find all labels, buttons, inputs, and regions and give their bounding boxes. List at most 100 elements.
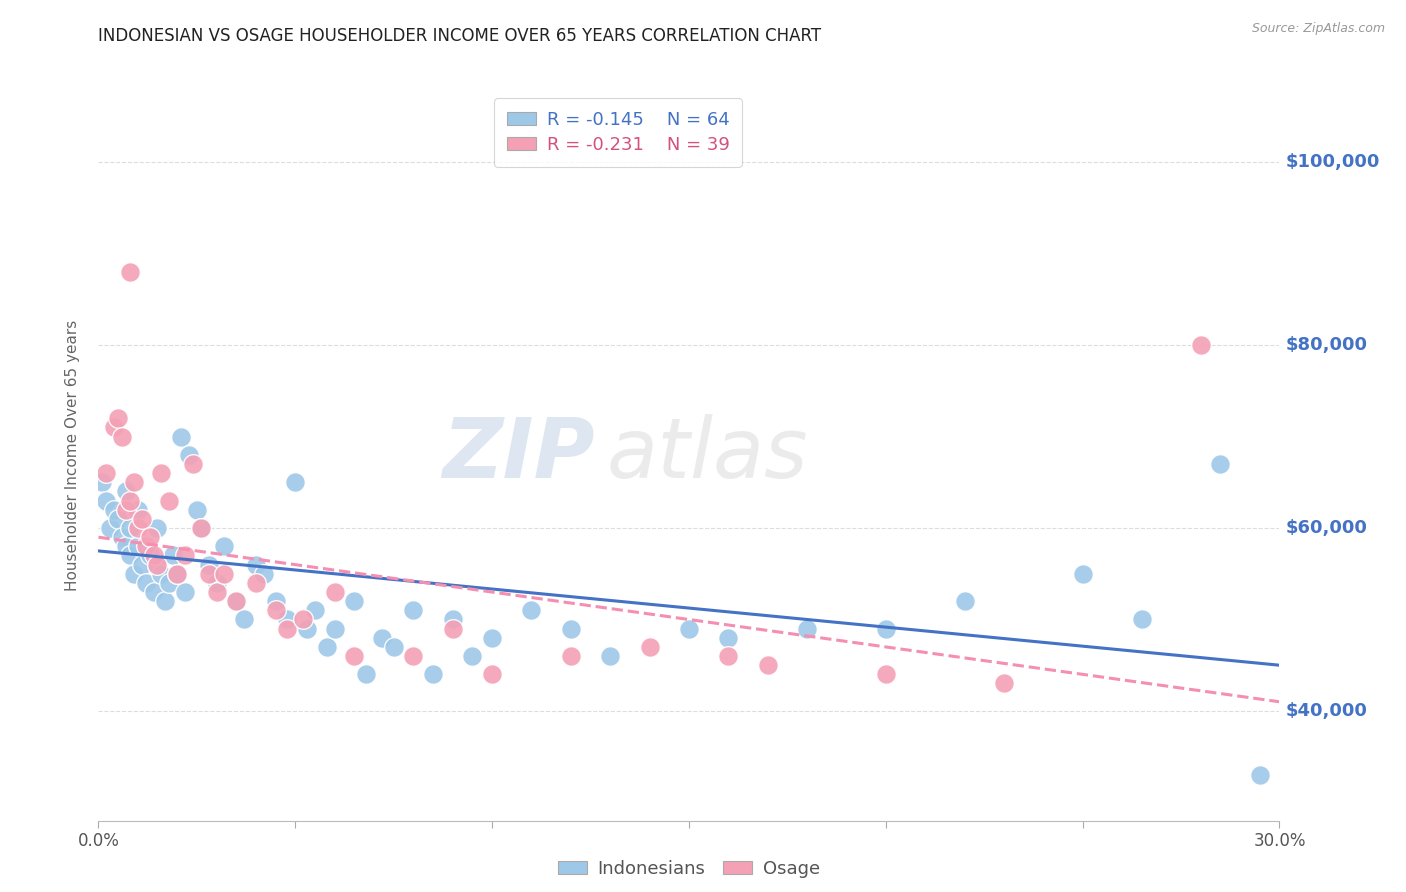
- Point: [107, 411, 129, 425]
- Text: $80,000: $80,000: [1285, 336, 1368, 354]
- Text: ZIP: ZIP: [441, 415, 595, 495]
- Point: [304, 603, 326, 617]
- Point: [190, 521, 212, 535]
- Legend: Indonesians, Osage: Indonesians, Osage: [551, 853, 827, 885]
- Point: [146, 558, 169, 572]
- Point: [103, 420, 125, 434]
- Point: [174, 549, 197, 563]
- Point: [354, 667, 377, 681]
- Point: [756, 658, 779, 673]
- Point: [993, 676, 1015, 690]
- Text: $40,000: $40,000: [1285, 702, 1367, 720]
- Point: [96, 466, 118, 480]
- Point: [323, 622, 346, 636]
- Point: [214, 539, 236, 553]
- Point: [166, 566, 188, 581]
- Point: [155, 594, 177, 608]
- Point: [157, 493, 180, 508]
- Point: [138, 530, 160, 544]
- Point: [131, 558, 153, 572]
- Point: [441, 613, 464, 627]
- Point: [284, 475, 307, 490]
- Point: [150, 566, 173, 581]
- Point: [245, 558, 267, 572]
- Point: [96, 493, 118, 508]
- Point: [135, 576, 157, 591]
- Point: [118, 493, 141, 508]
- Text: INDONESIAN VS OSAGE HOUSEHOLDER INCOME OVER 65 YEARS CORRELATION CHART: INDONESIAN VS OSAGE HOUSEHOLDER INCOME O…: [98, 27, 821, 45]
- Point: [264, 603, 287, 617]
- Point: [146, 521, 169, 535]
- Y-axis label: Householder Income Over 65 years: Householder Income Over 65 years: [65, 319, 80, 591]
- Point: [560, 622, 582, 636]
- Point: [264, 594, 287, 608]
- Point: [174, 585, 197, 599]
- Point: [225, 594, 247, 608]
- Point: [131, 512, 153, 526]
- Point: [520, 603, 543, 617]
- Point: [233, 613, 256, 627]
- Point: [1189, 338, 1212, 352]
- Point: [796, 622, 818, 636]
- Point: [91, 475, 114, 490]
- Point: [118, 265, 141, 279]
- Point: [186, 503, 208, 517]
- Point: [371, 631, 394, 645]
- Point: [122, 475, 145, 490]
- Point: [150, 466, 173, 480]
- Point: [214, 566, 236, 581]
- Point: [157, 576, 180, 591]
- Point: [166, 566, 188, 581]
- Point: [135, 539, 157, 553]
- Point: [295, 622, 318, 636]
- Point: [127, 539, 149, 553]
- Point: [315, 640, 337, 654]
- Point: [276, 613, 298, 627]
- Text: $60,000: $60,000: [1285, 519, 1367, 537]
- Point: [638, 640, 661, 654]
- Point: [115, 484, 138, 499]
- Point: [323, 585, 346, 599]
- Point: [170, 430, 193, 444]
- Point: [481, 667, 503, 681]
- Point: [111, 530, 134, 544]
- Point: [142, 585, 165, 599]
- Point: [253, 566, 276, 581]
- Text: $100,000: $100,000: [1285, 153, 1379, 171]
- Point: [142, 549, 165, 563]
- Point: [402, 603, 425, 617]
- Point: [127, 521, 149, 535]
- Point: [292, 613, 315, 627]
- Point: [98, 521, 121, 535]
- Point: [138, 549, 160, 563]
- Point: [599, 649, 621, 664]
- Point: [127, 503, 149, 517]
- Point: [225, 594, 247, 608]
- Point: [343, 594, 366, 608]
- Point: [245, 576, 267, 591]
- Point: [560, 649, 582, 664]
- Point: [717, 649, 740, 664]
- Point: [717, 631, 740, 645]
- Point: [382, 640, 405, 654]
- Point: [875, 667, 897, 681]
- Point: [197, 566, 219, 581]
- Point: [111, 430, 134, 444]
- Point: [678, 622, 700, 636]
- Point: [422, 667, 444, 681]
- Point: [205, 585, 228, 599]
- Point: [115, 539, 138, 553]
- Point: [276, 622, 298, 636]
- Point: [875, 622, 897, 636]
- Point: [441, 622, 464, 636]
- Point: [107, 512, 129, 526]
- Point: [177, 448, 200, 462]
- Point: [1130, 613, 1153, 627]
- Point: [162, 549, 184, 563]
- Point: [1249, 768, 1271, 782]
- Point: [197, 558, 219, 572]
- Point: [118, 549, 141, 563]
- Point: [122, 566, 145, 581]
- Point: [190, 521, 212, 535]
- Point: [1209, 457, 1232, 471]
